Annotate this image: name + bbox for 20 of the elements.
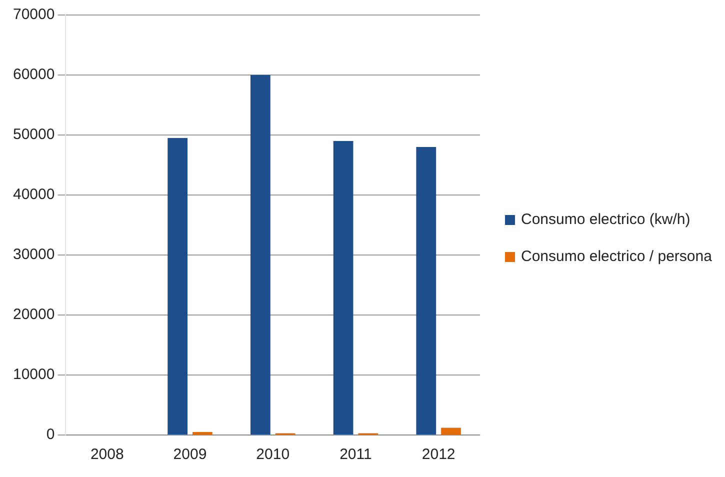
x-tick-label: 2010 (256, 446, 290, 464)
y-tick-label: 60000 (12, 66, 55, 84)
y-tick-label: 70000 (12, 6, 55, 24)
y-tick-label: 40000 (12, 186, 55, 204)
legend-label: Consumo electrico / persona (521, 246, 712, 266)
x-tick-label: 2011 (340, 446, 372, 464)
y-tick-label: 30000 (12, 246, 55, 264)
x-tick-label: 2009 (173, 446, 207, 464)
bar (416, 147, 436, 434)
bar (168, 138, 188, 434)
bar (250, 75, 270, 434)
y-tick-label: 50000 (12, 126, 55, 144)
legend-label: Consumo electrico (kw/h) (521, 210, 690, 230)
y-tick-label: 0 (46, 426, 55, 444)
bar (333, 141, 354, 434)
y-tick-label: 10000 (12, 366, 55, 384)
x-tick-label: 2012 (422, 446, 456, 464)
y-tick-label: 20000 (12, 306, 55, 324)
x-tick-label: 2008 (90, 446, 124, 464)
bar (441, 428, 461, 434)
